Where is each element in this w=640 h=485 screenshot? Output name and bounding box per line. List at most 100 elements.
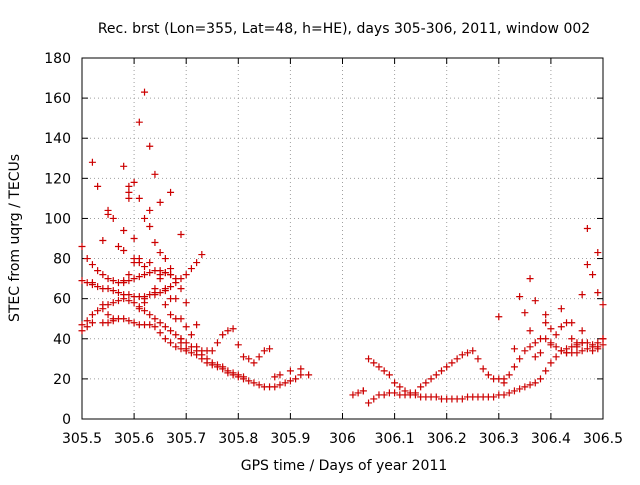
data-point — [589, 271, 597, 279]
data-point — [78, 243, 86, 251]
data-point — [94, 307, 102, 315]
data-point — [109, 287, 117, 295]
data-point — [151, 323, 159, 331]
data-point — [260, 347, 268, 355]
data-point — [99, 301, 107, 309]
data-point — [516, 355, 524, 363]
data-point — [453, 355, 461, 363]
data-point — [495, 313, 503, 321]
data-point — [146, 321, 154, 329]
data-point — [172, 331, 180, 339]
data-point — [135, 194, 143, 202]
data-point — [521, 309, 529, 317]
data-point — [213, 339, 221, 347]
data-point — [125, 291, 133, 299]
y-tick-label: 40 — [53, 332, 71, 348]
y-tick-label: 180 — [44, 51, 71, 67]
data-point — [94, 182, 102, 190]
data-point — [516, 293, 524, 301]
data-point — [500, 391, 508, 399]
y-tick-label: 60 — [53, 292, 71, 308]
data-point — [594, 345, 602, 353]
x-tick-label: 306.5 — [583, 431, 623, 447]
data-point — [156, 198, 164, 206]
data-point — [526, 343, 534, 351]
data-point — [141, 263, 149, 271]
data-point — [167, 311, 175, 319]
data-point — [193, 321, 201, 329]
data-point — [479, 365, 487, 373]
data-point — [104, 275, 112, 283]
data-point — [167, 339, 175, 347]
data-point — [599, 301, 607, 309]
data-point — [484, 371, 492, 379]
data-point — [120, 162, 128, 170]
data-point — [130, 178, 138, 186]
x-tick-label: 305.6 — [114, 431, 154, 447]
data-point — [156, 275, 164, 283]
data-point — [531, 379, 539, 387]
data-point — [99, 237, 107, 245]
data-point — [146, 222, 154, 230]
data-point — [78, 277, 86, 285]
data-point — [516, 385, 524, 393]
data-point — [151, 315, 159, 323]
data-point — [234, 371, 242, 379]
data-point — [526, 381, 534, 389]
data-point — [125, 188, 133, 196]
data-point — [276, 381, 284, 389]
data-point — [568, 335, 576, 343]
data-point — [156, 249, 164, 257]
x-tick-label: 306 — [329, 431, 356, 447]
data-point — [219, 331, 227, 339]
data-point — [500, 379, 508, 387]
x-tick-label: 305.9 — [270, 431, 310, 447]
data-point — [161, 335, 169, 343]
data-point — [526, 327, 534, 335]
data-point — [120, 247, 128, 255]
data-point — [583, 345, 591, 353]
data-point — [380, 391, 388, 399]
data-point — [120, 226, 128, 234]
data-point — [213, 361, 221, 369]
x-tick-label: 306.1 — [375, 431, 415, 447]
data-point — [542, 335, 550, 343]
data-point — [156, 329, 164, 337]
data-point — [182, 271, 190, 279]
data-point — [146, 206, 154, 214]
data-point — [161, 285, 169, 293]
data-point — [88, 311, 96, 319]
data-point — [458, 395, 466, 403]
data-point — [161, 323, 169, 331]
data-point — [443, 363, 451, 371]
data-point — [542, 311, 550, 319]
data-point — [354, 389, 362, 397]
data-point — [557, 347, 565, 355]
data-point — [385, 371, 393, 379]
data-point — [370, 359, 378, 367]
data-point — [583, 224, 591, 232]
data-point — [589, 341, 597, 349]
data-point — [109, 299, 117, 307]
data-point — [286, 377, 294, 385]
data-point — [578, 291, 586, 299]
data-point — [448, 359, 456, 367]
data-point — [88, 279, 96, 287]
data-points — [78, 88, 607, 407]
data-point — [208, 347, 216, 355]
data-point — [104, 285, 112, 293]
data-point — [167, 327, 175, 335]
data-point — [510, 345, 518, 353]
data-point — [198, 251, 206, 259]
data-point — [370, 395, 378, 403]
data-point — [88, 319, 96, 327]
data-point — [146, 259, 154, 267]
data-point — [510, 387, 518, 395]
x-tick-label: 306.2 — [427, 431, 467, 447]
data-point — [245, 377, 253, 385]
data-point — [135, 273, 143, 281]
y-tick-label: 80 — [53, 252, 71, 268]
data-point — [505, 371, 513, 379]
